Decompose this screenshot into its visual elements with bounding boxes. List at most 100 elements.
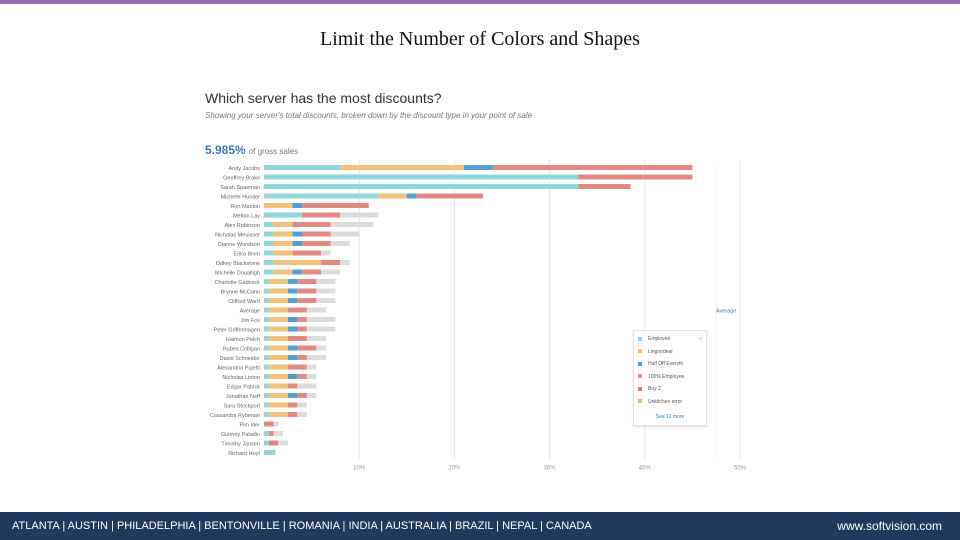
bar-segment	[340, 212, 379, 218]
bar-segment	[378, 193, 407, 199]
bar-segment	[264, 241, 274, 246]
bar-segment	[273, 250, 293, 256]
bar-segment	[297, 402, 307, 408]
x-tick-label: 20%	[448, 466, 461, 472]
bar-segment	[278, 440, 288, 446]
bar-segment	[264, 374, 269, 379]
bar-segment	[264, 402, 269, 408]
bar-segment	[264, 317, 269, 322]
bar-segment	[273, 222, 293, 227]
average-label: Average	[716, 309, 736, 315]
bar-segment	[264, 222, 274, 227]
bar-segment	[578, 174, 693, 180]
bar-segment	[268, 326, 288, 332]
chart-subtitle: Showing your server's total discounts, b…	[205, 111, 533, 120]
bar-segment	[268, 383, 288, 389]
slide-title: Limit the Number of Colors and Shapes	[320, 28, 640, 50]
bar-segment	[297, 393, 307, 398]
legend-label: 100% Employee	[648, 373, 685, 380]
category-label: Sarah Spaeman	[220, 185, 260, 191]
metric-label: of gross sales	[248, 147, 299, 156]
category-label: Halmon Pelch	[226, 337, 260, 343]
bar-segment	[273, 269, 293, 275]
category-label: Charlotte Gadcock	[214, 280, 260, 286]
bar-segment	[264, 203, 293, 208]
bar-segment	[302, 269, 322, 275]
bar-segment	[264, 288, 269, 294]
category-label: Peter Griffenhagen	[214, 328, 260, 334]
x-tick-label: 50%	[734, 466, 747, 472]
bar-segment	[287, 307, 307, 313]
bar-segment	[268, 345, 288, 351]
bar-segment	[268, 288, 288, 294]
bar-segment	[264, 269, 274, 275]
bar-segment	[287, 364, 307, 370]
bar-segment	[292, 250, 322, 256]
bar-segment	[273, 260, 322, 265]
category-label: David Schneider	[220, 356, 261, 362]
bar-segment	[287, 345, 298, 351]
bar-segment	[273, 231, 293, 237]
bar-segment	[273, 241, 293, 246]
bar-segment	[264, 298, 269, 303]
category-label: Michelle Huntler	[221, 195, 261, 201]
legend-item: Unkitchen error	[638, 399, 682, 407]
legend-label: Buy 2	[648, 386, 661, 392]
bar-segment	[264, 412, 269, 417]
legend-item: Buy 2	[638, 386, 661, 394]
bar-segment	[264, 440, 269, 446]
category-label: Jim Fox	[241, 318, 261, 324]
category-label: Brynne McCann	[221, 290, 260, 296]
bar-segment	[302, 241, 331, 246]
bar-segment	[306, 317, 336, 322]
bar-segment	[273, 431, 284, 436]
legend-more-link[interactable]: See 12 more	[655, 414, 685, 420]
bar-segment	[264, 307, 269, 313]
bar-segment	[264, 450, 276, 455]
legend-item: Lingoodeal	[638, 349, 672, 357]
legend-item: 100% Employee	[638, 374, 684, 382]
bar-segment	[287, 402, 298, 408]
category-label: Ddkey Blackstone	[216, 261, 260, 267]
bar-segment	[297, 298, 317, 303]
bar-segment	[292, 241, 303, 246]
legend-swatch	[638, 349, 642, 354]
bar-segment	[287, 374, 298, 379]
bar-segment	[292, 231, 303, 237]
bar-segment	[287, 317, 298, 322]
bar-segment	[297, 345, 317, 351]
bar-segment	[268, 393, 288, 398]
x-tick-label: 10%	[353, 466, 366, 472]
bar-segment	[306, 374, 317, 379]
bar-segment	[316, 298, 336, 303]
legend-label: Half Off Everyth	[648, 361, 684, 367]
bar-segment	[287, 279, 298, 284]
bar-segment	[264, 231, 274, 237]
category-label: Ron Manion	[230, 204, 260, 210]
category-label: Rubes Colligan	[223, 347, 260, 353]
category-label: Dianne Woodson	[218, 242, 260, 248]
bar-segment	[306, 355, 326, 360]
category-label: Alex Robinson	[225, 223, 260, 229]
legend-swatch	[638, 336, 642, 341]
category-label: Erika Blom	[233, 252, 260, 258]
bar-segment	[264, 421, 274, 427]
bar-segment	[416, 193, 483, 199]
bar-segment	[264, 260, 274, 265]
legend-close-icon[interactable]: ≡	[699, 336, 702, 342]
bar-segment	[268, 298, 288, 303]
bar-segment	[340, 260, 350, 265]
bar-segment	[578, 184, 631, 189]
bar-segment	[316, 345, 326, 351]
category-label: Average	[240, 309, 260, 315]
bar-segment	[287, 355, 298, 360]
bar-segment	[297, 288, 317, 294]
bar-segment	[287, 326, 298, 332]
category-label: Timothy Jansen	[221, 442, 260, 448]
bar-segment	[302, 212, 341, 218]
bar-segment	[264, 345, 269, 351]
bar-segment	[264, 184, 579, 189]
bar-segment	[297, 383, 317, 389]
footer-website[interactable]: www.softvision.com	[837, 519, 942, 533]
